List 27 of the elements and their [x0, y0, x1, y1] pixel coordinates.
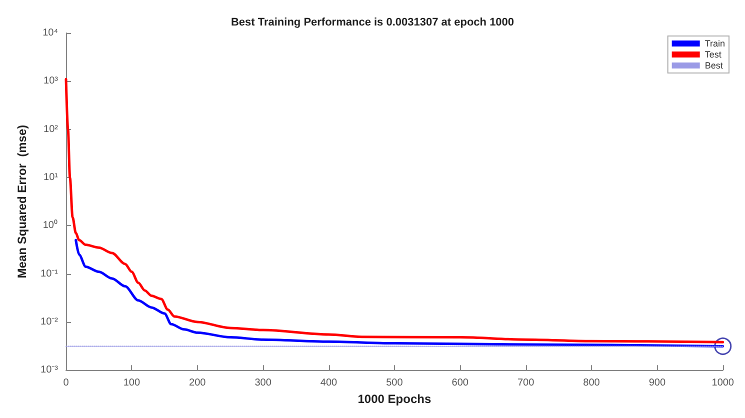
chart-title: Best Training Performance is 0.0031307 at epoch 1000 [230, 16, 514, 28]
legend-label: Train [704, 38, 725, 48]
y-tick-label: 10¹ [44, 172, 59, 183]
x-tick-label: 900 [648, 378, 666, 389]
x-tick-label: 600 [452, 378, 469, 389]
y-tick-label: 10⁴ [42, 28, 58, 38]
x-tick-label: 0 [63, 378, 70, 389]
x-tick-label: 400 [320, 378, 338, 389]
x-tick-label: 100 [123, 378, 140, 389]
x-tick-label: 800 [583, 378, 600, 389]
y-tick-label: 10³ [44, 76, 59, 87]
x-tick-label: 500 [386, 378, 404, 389]
x-tick-label: 1000 [712, 378, 734, 389]
y-tick-label: 10² [44, 124, 59, 135]
x-tick-label: 300 [254, 378, 272, 389]
y-axis-title: Mean Squared Error (mse) [15, 124, 29, 278]
legend-label: Best [704, 60, 724, 70]
line-series [74, 238, 724, 348]
line-series [64, 78, 724, 344]
y-tick-label: 10⁰ [42, 219, 58, 232]
x-tick-label: 700 [517, 378, 535, 389]
y-tick-label: 10⁻³ [40, 364, 59, 376]
y-tick-label: 10⁻² [40, 316, 59, 328]
x-axis-title: 1000 Epochs [358, 392, 432, 406]
y-tick-label: 10⁻¹ [40, 268, 59, 280]
legend-label: Test [704, 50, 722, 60]
x-tick-label: 200 [189, 378, 206, 389]
